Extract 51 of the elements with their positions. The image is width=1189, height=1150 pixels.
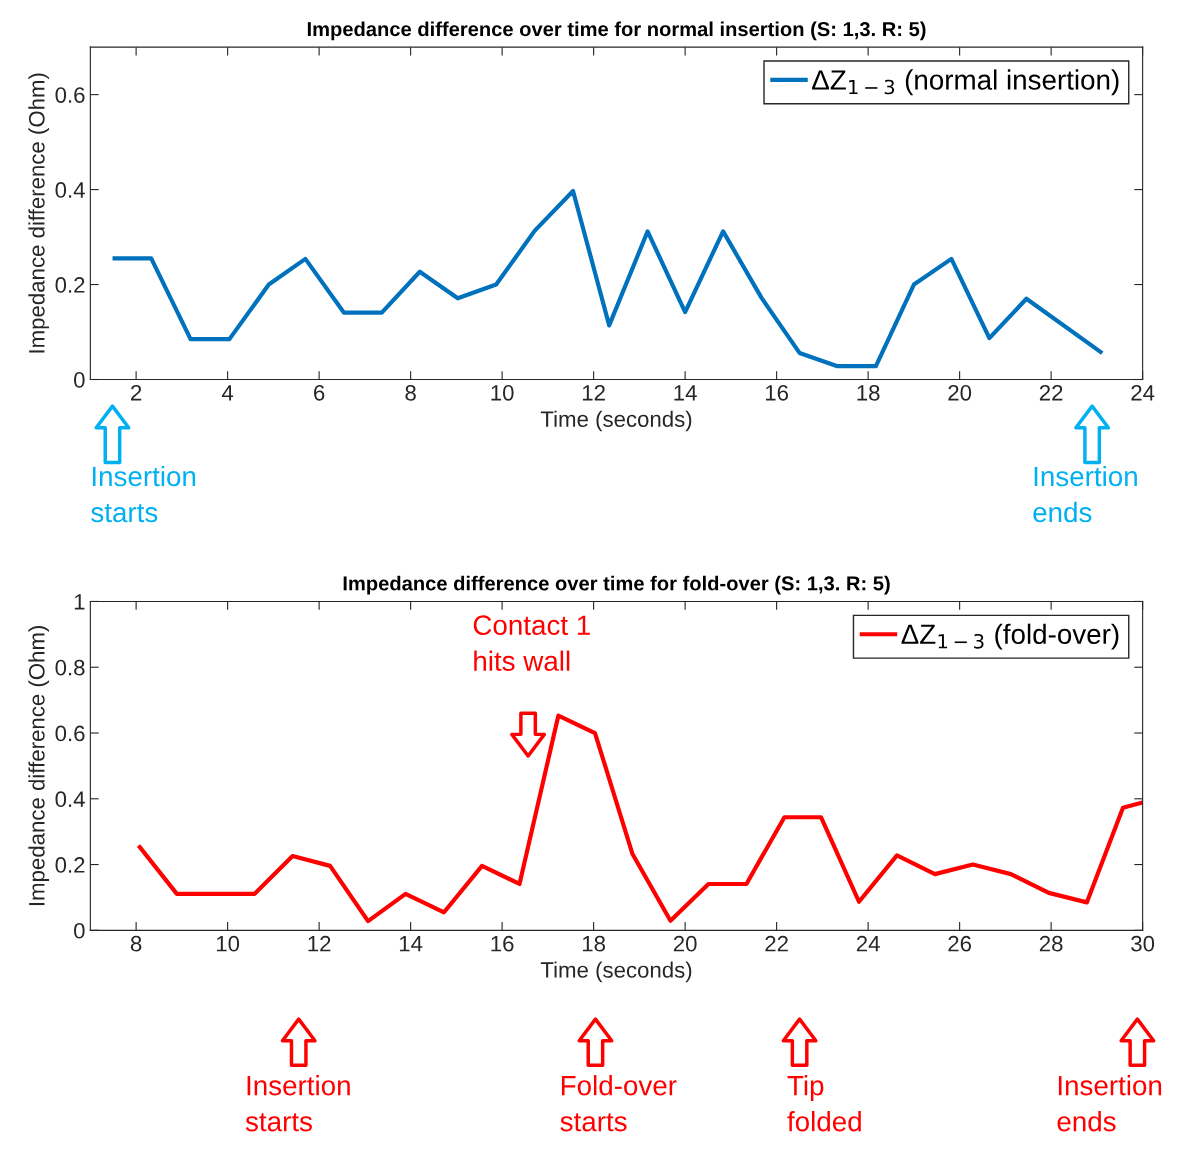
x-tick-label: 8: [130, 935, 142, 952]
x-tick-label: 10: [216, 935, 240, 952]
y-tick-label: 0.6: [55, 87, 85, 103]
x-axis-title: Time (seconds): [540, 961, 692, 983]
x-tick-label: 26: [948, 935, 972, 952]
y-tick-label: 0.4: [55, 182, 85, 198]
text: Fold-over starts: [560, 1075, 677, 1132]
y-tick-label: 0.2: [55, 857, 85, 873]
annotation: Contact 1 hits wall: [473, 615, 590, 671]
line-series: [112, 188, 1103, 369]
x-tick-label: 14: [674, 385, 697, 401]
x-tick-label: 12: [308, 935, 331, 952]
y-tick-label: 1: [74, 594, 85, 610]
x-tick-label: 14: [399, 936, 423, 952]
x-tick-label: 18: [857, 384, 880, 401]
y-axis-title: Impedance difference (Ohm): [28, 626, 50, 906]
text: Insertion ends: [1057, 1075, 1162, 1132]
y-tick-label: 0: [74, 372, 85, 388]
text: Insertion starts: [245, 1075, 350, 1132]
chart-title: Impedance difference over time for normal insertion (S: 1,3. R: 5): [307, 21, 926, 41]
text: Insertion starts: [91, 465, 196, 523]
x-tick-label: 4: [221, 385, 234, 401]
y-tick-label: 0.2: [55, 277, 85, 293]
y-tick-label: 0.8: [55, 659, 85, 676]
text: Insertion ends: [1033, 465, 1137, 523]
x-tick-label: 22: [765, 935, 788, 952]
x-axis-title: Time (seconds): [540, 410, 692, 432]
x-tick-label: 12: [582, 384, 605, 401]
x-tick-label: 20: [948, 384, 972, 401]
y-axis-title: Impedance difference (Ohm): [28, 73, 50, 353]
y-tick-label: 0.6: [55, 725, 85, 742]
chart-title: Impedance difference over time for fold-over (S: 1,3. R: 5): [343, 575, 890, 595]
x-tick-label: 22: [1039, 384, 1063, 401]
x-tick-label: 24: [856, 935, 880, 952]
x-tick-label: 20: [673, 935, 697, 952]
text: Tip folded: [787, 1075, 861, 1132]
x-tick-label: 8: [405, 384, 416, 401]
x-tick-label: 18: [582, 935, 606, 952]
x-tick-label: 30: [1131, 935, 1155, 952]
x-tick-label: 10: [491, 384, 514, 401]
x-tick-label: 16: [491, 935, 514, 952]
x-tick-label: 2: [131, 384, 142, 401]
y-tick-label: 0.4: [55, 791, 85, 808]
x-tick-label: 24: [1131, 384, 1155, 401]
line-series: [137, 713, 1143, 924]
x-tick-label: 16: [765, 384, 789, 401]
x-tick-label: 6: [314, 384, 325, 401]
legend-label: ΔZ$_{1−3}$ (fold-over): [901, 623, 1119, 650]
legend-label: ΔZ$_{1−3}$ (normal insertion): [812, 69, 1119, 96]
y-tick-label: 0: [74, 922, 85, 939]
x-tick-label: 28: [1039, 935, 1063, 952]
